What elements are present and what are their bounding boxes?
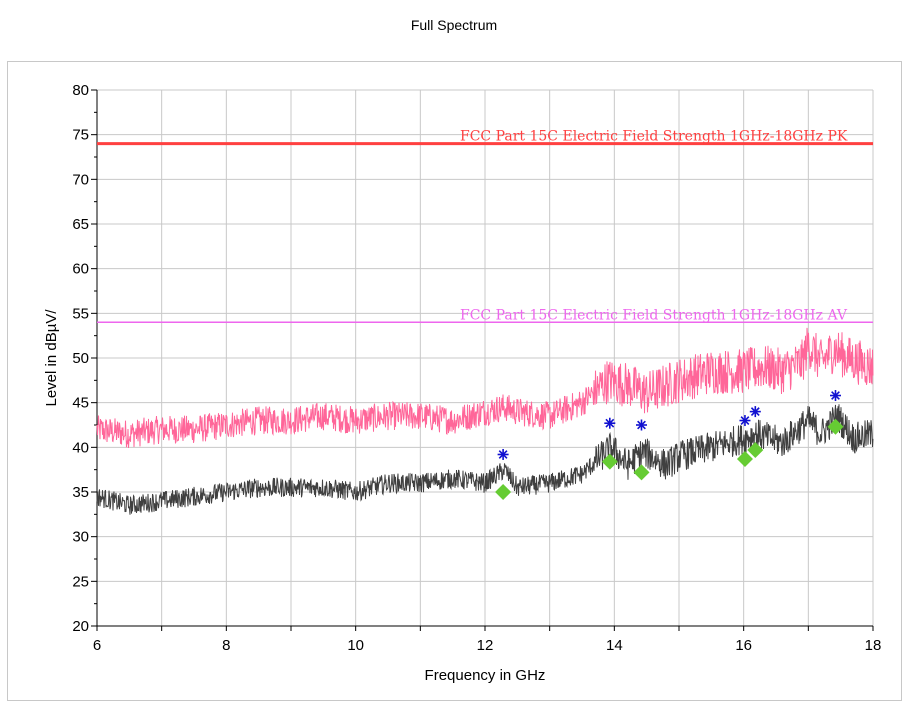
y-tick-label: 60 <box>72 261 89 278</box>
chart-title: Full Spectrum <box>410 17 498 33</box>
y-tick-label: 45 <box>72 395 89 412</box>
x-tick-label: 10 <box>347 637 364 654</box>
peak-marker <box>604 417 616 429</box>
average-marker <box>601 453 618 470</box>
y-tick-label: 40 <box>72 439 89 456</box>
y-axis-title: Level in dBµV/ <box>43 309 60 407</box>
peak-marker-stroke <box>605 418 615 428</box>
x-tick-label: 8 <box>222 637 230 654</box>
limit-line-label-1: FCC Part 15C Electric Field Strength 1GH… <box>460 129 848 145</box>
average-marker <box>747 442 764 459</box>
peak-marker-stroke <box>740 416 750 425</box>
x-axis-title: Frequency in GHz <box>425 667 546 684</box>
series-trace-2 <box>96 404 874 515</box>
peak-marker-stroke <box>750 407 760 417</box>
x-tick-label: 12 <box>477 637 494 654</box>
y-tick-label: 55 <box>72 305 89 322</box>
grid <box>96 89 874 627</box>
y-tick-label: 50 <box>72 350 89 367</box>
y-tick-label: 80 <box>72 82 89 99</box>
chart: 20 25 30 35 40 45 50 55 60 65 70 75 80 6 8 10 12 14 16 18 Fr… <box>43 82 882 684</box>
y-tick-label: 20 <box>72 618 89 635</box>
x-tick-label: 6 <box>93 637 101 654</box>
average-marker <box>827 418 844 435</box>
peak-marker <box>497 448 509 460</box>
series-trace-1 <box>96 327 874 449</box>
average-marker <box>495 484 512 500</box>
y-tick-label: 70 <box>72 171 89 188</box>
limit-line-label-2: FCC Part 15C Electric Field Strength 1GH… <box>460 307 848 323</box>
y-tick-label: 35 <box>72 484 89 501</box>
x-tick-label: 18 <box>865 637 882 654</box>
peak-marker-stroke <box>637 420 646 430</box>
peak-marker-stroke <box>831 391 840 400</box>
y-tick-label: 75 <box>72 127 89 144</box>
peak-marker <box>739 415 751 427</box>
peak-marker <box>829 390 841 402</box>
x-tick-label: 16 <box>735 637 752 654</box>
peak-marker <box>635 419 647 431</box>
y-tick-label: 65 <box>72 216 89 233</box>
average-marker <box>736 450 753 467</box>
y-tick-label: 30 <box>72 529 89 546</box>
average-marker <box>633 464 650 481</box>
peak-marker <box>749 406 761 418</box>
x-tick-label: 14 <box>606 637 623 654</box>
y-tick-label: 25 <box>72 573 89 590</box>
peak-marker-stroke <box>498 450 508 459</box>
